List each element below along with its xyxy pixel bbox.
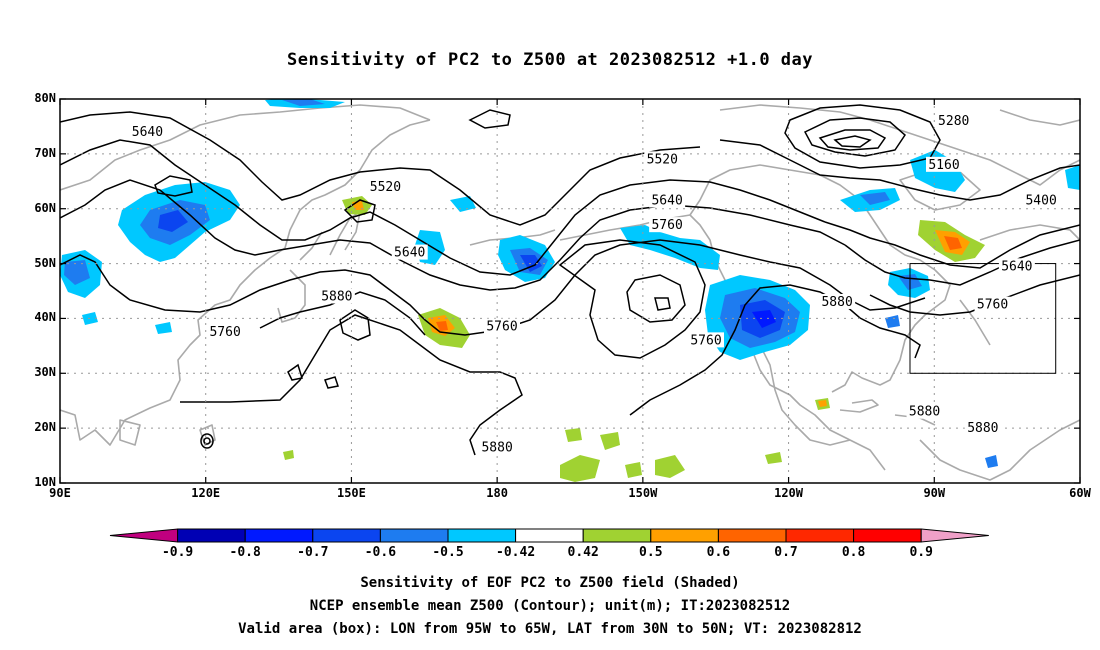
longitude-label: 60W <box>1069 486 1091 500</box>
latitude-label: 30N <box>34 365 56 380</box>
map-frame <box>59 98 1081 484</box>
colorbar-swatch <box>379 528 449 543</box>
colorbar-min-arrow <box>109 528 179 543</box>
contour-label: 5760 <box>651 218 682 233</box>
longitude-label: 120E <box>191 486 221 500</box>
contour-label: 5760 <box>690 333 721 348</box>
longitude-label: 150E <box>336 486 366 500</box>
contour-label: 5520 <box>647 152 678 167</box>
contour-label: 5880 <box>321 289 352 304</box>
colorbar-swatch <box>650 528 719 543</box>
latitude-label: 20N <box>34 420 56 435</box>
contour-label: 5880 <box>821 295 852 310</box>
contour-label: 5640 <box>132 125 163 140</box>
footer-line-2: NCEP ensemble mean Z500 (Contour); unit(… <box>309 598 791 614</box>
colorbar-label: 0.42 <box>567 545 599 560</box>
contour-label-bg <box>207 324 244 340</box>
contour-label: 5160 <box>928 158 959 173</box>
colorbar-swatch <box>244 528 314 543</box>
contour-label: 5280 <box>938 114 969 129</box>
gridlines <box>60 99 1080 483</box>
contour-label-bg <box>819 293 856 309</box>
tick-marks <box>59 98 1081 484</box>
contour-label: 5640 <box>1001 259 1032 274</box>
colorbar <box>109 528 989 543</box>
longitude-label: 180 <box>486 486 508 500</box>
latitude-label: 60N <box>34 200 56 215</box>
colorbar-swatch <box>312 528 381 543</box>
contour-label-bg <box>479 439 516 455</box>
colorbar-label: 0.6 <box>706 545 731 560</box>
longitude-label: 120W <box>774 486 804 500</box>
latitude-label: 10N <box>34 475 56 489</box>
contour-labels: 5640 5520 5640 5880 5760 5760 5520 5640 5760 5760… <box>129 112 1060 455</box>
colorbar-swatch <box>582 528 652 543</box>
contour-label-bg <box>649 217 686 233</box>
contour-label: 5760 <box>977 298 1008 313</box>
contour-label-bg <box>484 318 520 334</box>
colorbar-label: 0.8 <box>841 545 866 560</box>
colorbar-swatch <box>447 528 517 543</box>
latitude-label: 70N <box>34 145 56 160</box>
colorbar-label: -0.6 <box>364 545 397 560</box>
colorbar-label: -0.8 <box>229 545 261 560</box>
contour-label: 5880 <box>909 405 940 420</box>
contour-label: 5880 <box>481 440 512 455</box>
contour-label-bg <box>129 123 166 139</box>
colorbar-swatch <box>177 528 246 543</box>
contour-label-bg <box>1023 192 1060 208</box>
footer-line-1: Sensitivity of EOF PC2 to Z500 field (Sh… <box>360 575 740 591</box>
contour-label-bg <box>391 244 428 260</box>
valid-area-box <box>909 263 1057 374</box>
contour-label: 5880 <box>967 421 998 436</box>
contour-label: 5640 <box>651 193 682 208</box>
contour-label-bg <box>926 156 962 172</box>
contour-label-bg <box>688 332 724 348</box>
contour-label-bg <box>906 403 943 419</box>
contour-label: 5400 <box>1025 193 1056 208</box>
contour-label: 5760 <box>209 325 240 340</box>
contour-label-bg <box>935 112 972 128</box>
footer-line-3: Valid area (box): LON from 95W to 65W, L… <box>238 621 862 637</box>
contour-label-bg <box>367 178 404 194</box>
colorbar-swatch <box>717 528 787 543</box>
latitude-label: 40N <box>34 310 56 325</box>
contour-label-bg <box>644 151 681 167</box>
longitude-label: 150W <box>628 486 658 500</box>
latitude-label: 50N <box>34 255 56 270</box>
sensitivity-shading <box>60 99 1080 482</box>
contour-label: 5760 <box>486 320 517 335</box>
contour-label: 5520 <box>370 180 401 195</box>
colorbar-swatch <box>853 528 922 543</box>
contour-label-bg <box>998 258 1035 274</box>
latitude-label: 80N <box>34 91 56 105</box>
colorbar-label: 0.5 <box>639 545 663 560</box>
colorbar-swatch <box>515 528 584 543</box>
chart-title: Sensitivity of PC2 to Z500 at 2023082512… <box>286 50 813 70</box>
colorbar-label: -0.5 <box>432 545 464 560</box>
colorbar-swatch <box>785 528 855 543</box>
colorbar-label: -0.42 <box>496 545 536 560</box>
colorbar-label: -0.9 <box>161 545 194 560</box>
longitude-label: 90E <box>49 486 71 500</box>
contour-label-bg <box>964 420 1001 436</box>
longitude-label: 90W <box>923 486 946 500</box>
contour-label-bg <box>649 192 686 208</box>
contour-label-bg <box>318 288 355 304</box>
colorbar-label: 0.9 <box>909 545 933 560</box>
colorbar-max-arrow <box>920 528 989 543</box>
colorbar-label: 0.7 <box>774 545 798 560</box>
colorbar-label: -0.7 <box>297 545 329 560</box>
contour-label-bg <box>974 296 1011 312</box>
contour-label: 5640 <box>394 246 425 261</box>
